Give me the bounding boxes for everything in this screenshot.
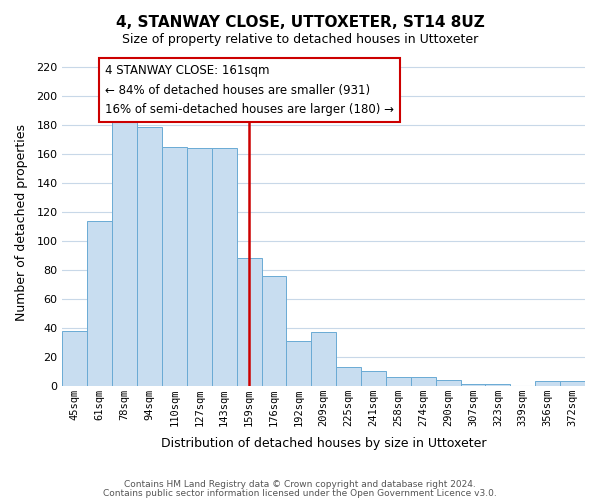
Bar: [485, 384, 511, 386]
Text: 4 STANWAY CLOSE: 161sqm
← 84% of detached houses are smaller (931)
16% of semi-d: 4 STANWAY CLOSE: 161sqm ← 84% of detache…: [105, 64, 394, 116]
Bar: [236, 258, 262, 386]
Bar: [88, 220, 112, 386]
Y-axis label: Number of detached properties: Number of detached properties: [15, 124, 28, 322]
Bar: [286, 340, 311, 386]
Bar: [436, 380, 461, 386]
Bar: [311, 332, 336, 386]
Bar: [162, 147, 187, 386]
Bar: [112, 120, 137, 386]
Bar: [461, 384, 485, 386]
Bar: [535, 382, 560, 386]
Bar: [62, 330, 88, 386]
Text: Contains public sector information licensed under the Open Government Licence v3: Contains public sector information licen…: [103, 488, 497, 498]
Text: Contains HM Land Registry data © Crown copyright and database right 2024.: Contains HM Land Registry data © Crown c…: [124, 480, 476, 489]
Bar: [336, 367, 361, 386]
Bar: [137, 126, 162, 386]
Bar: [361, 371, 386, 386]
Bar: [411, 377, 436, 386]
Bar: [560, 382, 585, 386]
X-axis label: Distribution of detached houses by size in Uttoxeter: Distribution of detached houses by size …: [161, 437, 487, 450]
Bar: [386, 377, 411, 386]
Bar: [187, 148, 212, 386]
Text: Size of property relative to detached houses in Uttoxeter: Size of property relative to detached ho…: [122, 32, 478, 46]
Text: 4, STANWAY CLOSE, UTTOXETER, ST14 8UZ: 4, STANWAY CLOSE, UTTOXETER, ST14 8UZ: [116, 15, 484, 30]
Bar: [212, 148, 236, 386]
Bar: [262, 276, 286, 386]
